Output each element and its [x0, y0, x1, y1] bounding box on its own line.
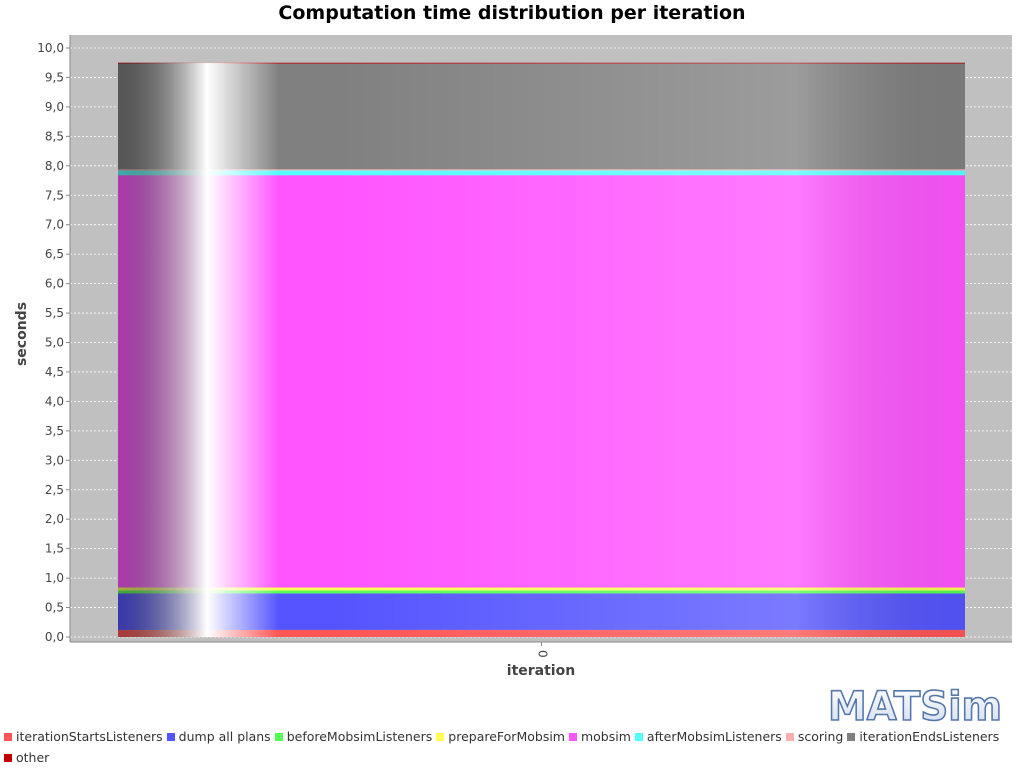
legend-label: iterationStartsListeners [16, 729, 163, 744]
y-tick-label: 9,5 [45, 70, 64, 84]
legend-item: beforeMobsimListeners [274, 726, 433, 747]
y-tick-label: 1,0 [45, 571, 64, 585]
legend-label: afterMobsimListeners [646, 729, 782, 744]
legend-label: scoring [797, 729, 844, 744]
legend-swatch [568, 733, 577, 741]
legend-swatch [166, 733, 175, 741]
chart-title: Computation time distribution per iterat… [278, 2, 746, 24]
y-tick-label: 2,0 [45, 512, 64, 526]
legend-label: mobsim [580, 729, 631, 744]
legend-swatch [4, 733, 12, 741]
y-tick-label: 6,5 [45, 247, 64, 261]
legend-label: prepareForMobsim [448, 729, 565, 744]
x-axis-label: iteration [507, 663, 575, 679]
legend-item: iterationEndsListeners [847, 726, 999, 747]
y-tick-label: 0,5 [45, 601, 64, 615]
x-tick-label: 0 [536, 650, 550, 658]
legend-item: prepareForMobsim [436, 726, 565, 747]
y-tick-label: 5,0 [45, 336, 64, 350]
y-tick-label: 4,0 [45, 394, 64, 408]
axes: 0,0 0,5 1,0 1,5 2,0 2,5 3,0 3,5 4,0 4,5 5,0 5,5 6,0 6… [37, 35, 1012, 658]
y-tick-label: 7,0 [45, 218, 64, 232]
legend-swatch [634, 733, 643, 741]
legend-label: dump all plans [178, 729, 271, 744]
bar-highlight [118, 62, 965, 638]
legend-item: afterMobsimListeners [634, 726, 782, 747]
legend-item: scoring [785, 726, 844, 747]
legend-label: iterationEndsListeners [859, 729, 1000, 744]
y-tick-label: 0,0 [45, 630, 64, 644]
legend-item: mobsim [568, 726, 631, 747]
legend-swatch [847, 733, 856, 741]
y-tick-label: 3,0 [45, 453, 64, 467]
y-tick-label: 1,5 [45, 542, 64, 556]
matsim-logo-text: MATSim [828, 684, 1002, 726]
legend-swatch [436, 733, 445, 741]
y-tick-label: 6,0 [45, 277, 64, 291]
y-axis-label: seconds [14, 302, 30, 366]
y-tick-label: 8,0 [45, 159, 64, 173]
y-tick-label: 10,0 [37, 41, 64, 55]
legend-label: beforeMobsimListeners [286, 729, 433, 744]
legend-swatch [4, 754, 12, 762]
legend-item: other [4, 747, 49, 768]
legend-item: dump all plans [166, 726, 271, 747]
y-tick-label: 3,5 [45, 424, 64, 438]
y-tick-label: 7,5 [45, 188, 64, 202]
y-tick-label: 2,5 [45, 483, 64, 497]
legend-swatch [274, 733, 283, 741]
y-tick-label: 9,0 [45, 100, 64, 114]
legend-swatch [785, 733, 794, 741]
y-tick-label: 4,5 [45, 365, 64, 379]
legend: iterationStartsListeners dump all plans be… [4, 726, 1020, 768]
matsim-logo: MATSim [827, 684, 1003, 726]
y-tick-label: 8,5 [45, 129, 64, 143]
legend-item: iterationStartsListeners [4, 726, 163, 747]
y-tick-label: 5,5 [45, 306, 64, 320]
legend-label: other [16, 750, 50, 765]
